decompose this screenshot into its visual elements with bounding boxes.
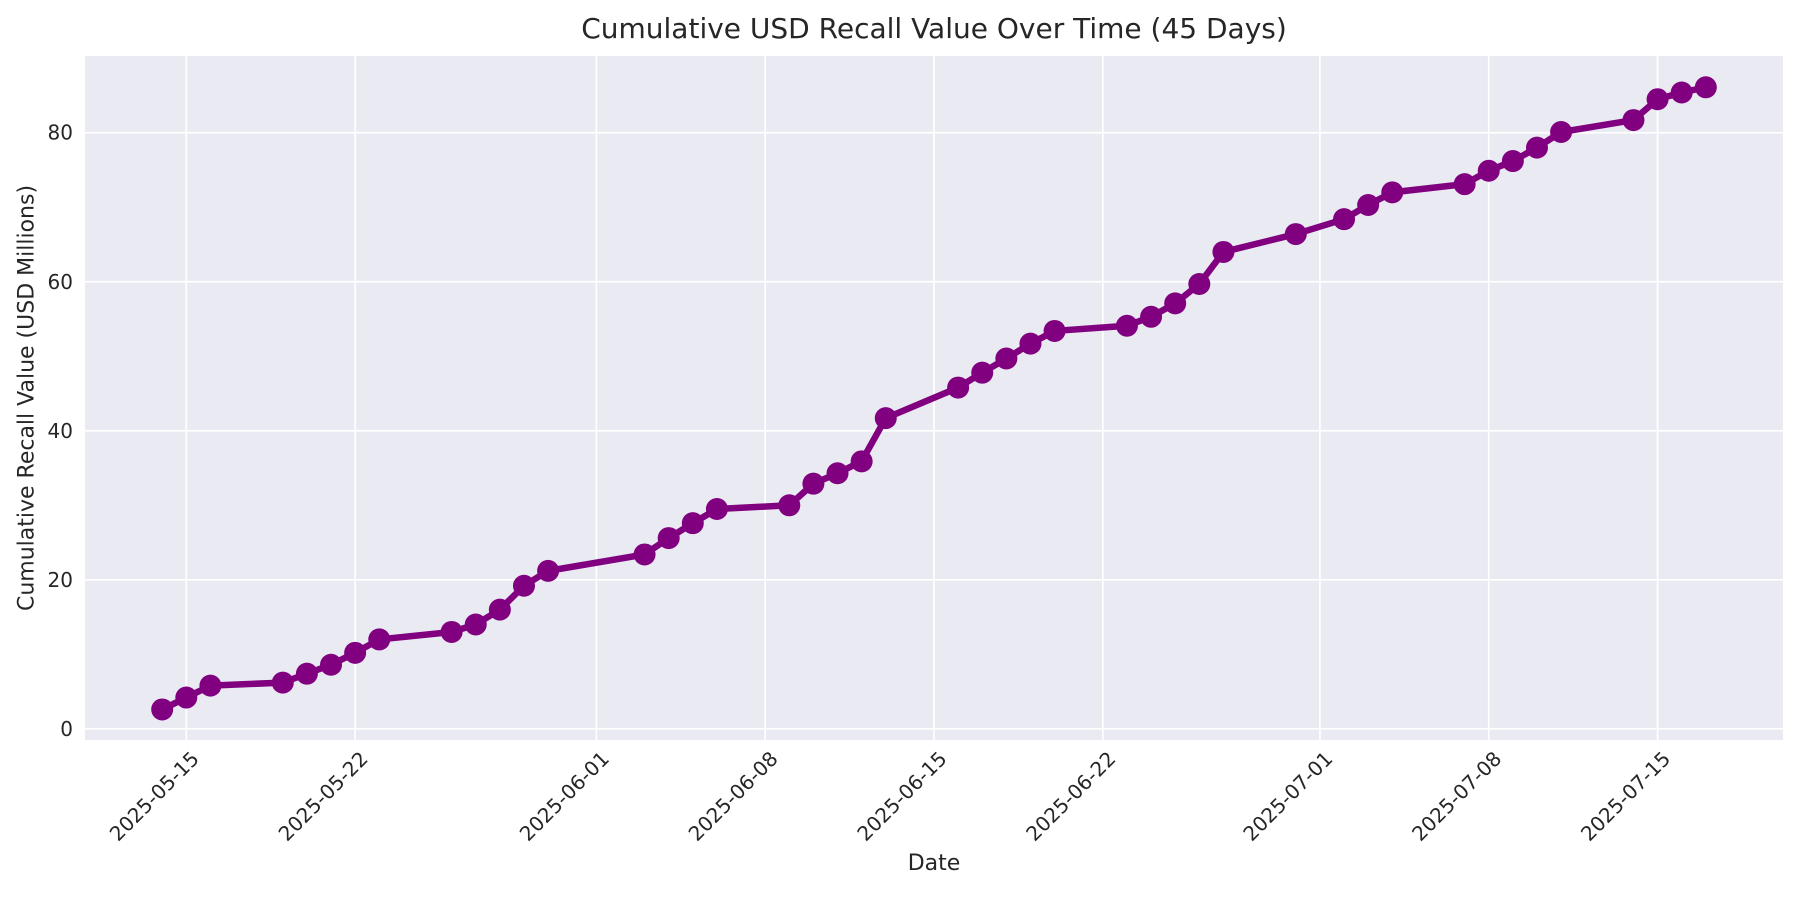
data-point-marker xyxy=(1453,173,1476,196)
x-tick-label: 2025-05-15 xyxy=(105,747,204,846)
data-point-marker xyxy=(971,361,994,384)
y-axis-label: Cumulative Recall Value (USD Millions) xyxy=(14,184,40,612)
data-point-marker xyxy=(633,543,656,566)
data-point-marker xyxy=(512,574,535,597)
data-point-marker xyxy=(320,653,343,676)
data-point-marker xyxy=(537,559,560,582)
data-point-marker xyxy=(440,620,463,643)
data-point-marker xyxy=(1525,136,1548,159)
data-point-marker xyxy=(947,376,970,399)
data-point-marker xyxy=(705,498,728,521)
data-point-marker xyxy=(1043,319,1066,342)
data-point-marker xyxy=(295,662,318,685)
data-point-marker xyxy=(1284,223,1307,246)
data-point-marker xyxy=(1550,121,1573,143)
data-point-marker xyxy=(1381,181,1404,204)
data-point-marker xyxy=(488,598,511,621)
y-tick-label: 80 xyxy=(48,121,73,145)
data-point-marker xyxy=(874,407,897,430)
data-point-marker xyxy=(802,472,825,495)
data-point-marker xyxy=(778,494,801,517)
data-point-marker xyxy=(1333,208,1356,231)
data-point-marker xyxy=(1212,240,1235,263)
y-tick-label: 40 xyxy=(48,419,73,443)
chart-title: Cumulative USD Recall Value Over Time (4… xyxy=(581,12,1287,45)
data-point-marker xyxy=(464,613,487,636)
data-point-marker xyxy=(1115,314,1138,337)
data-point-marker xyxy=(657,527,680,550)
x-axis-label: Date xyxy=(907,851,961,876)
data-point-marker xyxy=(1357,194,1380,217)
data-point-marker xyxy=(995,347,1018,370)
x-tick-label: 2025-05-22 xyxy=(274,747,373,846)
x-tick-label: 2025-07-15 xyxy=(1576,747,1675,846)
data-point-marker xyxy=(1140,305,1163,328)
x-tick-label: 2025-07-01 xyxy=(1238,747,1337,846)
data-point-marker xyxy=(1188,273,1211,295)
data-point-marker xyxy=(175,686,198,709)
data-point-marker xyxy=(826,462,849,485)
data-point-marker xyxy=(1622,109,1645,132)
data-point-marker xyxy=(1670,81,1693,104)
y-tick-label: 0 xyxy=(60,717,73,741)
data-point-marker xyxy=(1501,150,1524,173)
data-point-marker xyxy=(151,698,174,721)
y-tick-label: 20 xyxy=(48,568,73,592)
data-point-marker xyxy=(1164,292,1187,315)
x-tick-label: 2025-07-08 xyxy=(1407,747,1506,846)
data-point-marker xyxy=(1646,88,1669,111)
data-point-marker xyxy=(681,512,704,535)
x-tick-label: 2025-06-01 xyxy=(515,747,614,846)
x-tick-label: 2025-06-15 xyxy=(852,747,951,846)
data-point-marker xyxy=(368,628,391,651)
y-tick-label: 60 xyxy=(48,270,73,294)
x-tick-label: 2025-06-08 xyxy=(684,747,783,846)
data-point-marker xyxy=(850,450,873,473)
data-point-marker xyxy=(1477,159,1500,182)
data-point-marker xyxy=(344,641,367,664)
data-point-marker xyxy=(1019,332,1042,355)
data-point-marker xyxy=(271,671,294,694)
x-tick-label: 2025-06-22 xyxy=(1021,747,1120,846)
data-point-marker xyxy=(1694,76,1717,99)
data-point-marker xyxy=(199,674,222,697)
